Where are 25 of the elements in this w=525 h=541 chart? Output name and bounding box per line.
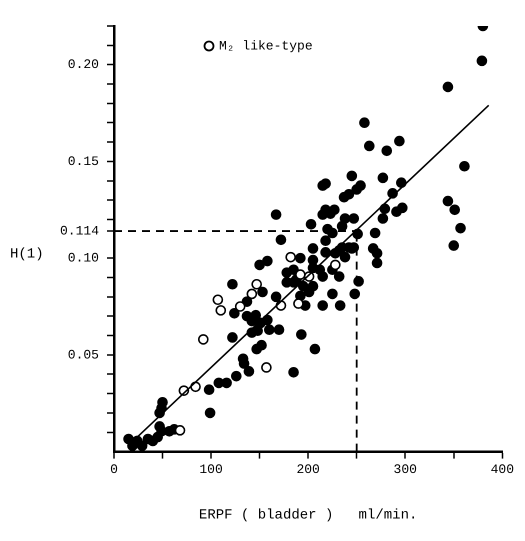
x-tick-label: 100 <box>199 462 223 477</box>
point <box>295 269 306 280</box>
y-tick-label: 0.114 <box>60 224 100 238</box>
point <box>261 362 272 373</box>
legend-label: M₂ like-type <box>219 38 313 54</box>
x-tick-label: 0 <box>110 462 118 477</box>
point <box>198 334 209 345</box>
x-tick-label: 300 <box>394 462 417 477</box>
y-tick-label: 0.15 <box>68 154 99 169</box>
point <box>285 252 296 262</box>
x-axis-title: ERPF ( bladder ) ml/min. <box>198 507 418 524</box>
y-tick-label: 0.20 <box>68 57 99 72</box>
point <box>246 288 258 300</box>
point <box>174 425 186 436</box>
point <box>330 260 341 270</box>
point <box>251 278 262 290</box>
y-tick-label: 0.05 <box>68 347 99 362</box>
point <box>293 298 304 309</box>
y-axis-title: H(1) <box>10 246 44 263</box>
x-tick-label: 200 <box>296 462 320 477</box>
point <box>215 305 226 316</box>
point <box>212 294 224 306</box>
y-tick-label: 0.10 <box>68 250 99 266</box>
point <box>234 301 246 312</box>
x-tick-label: 400 <box>490 462 514 477</box>
